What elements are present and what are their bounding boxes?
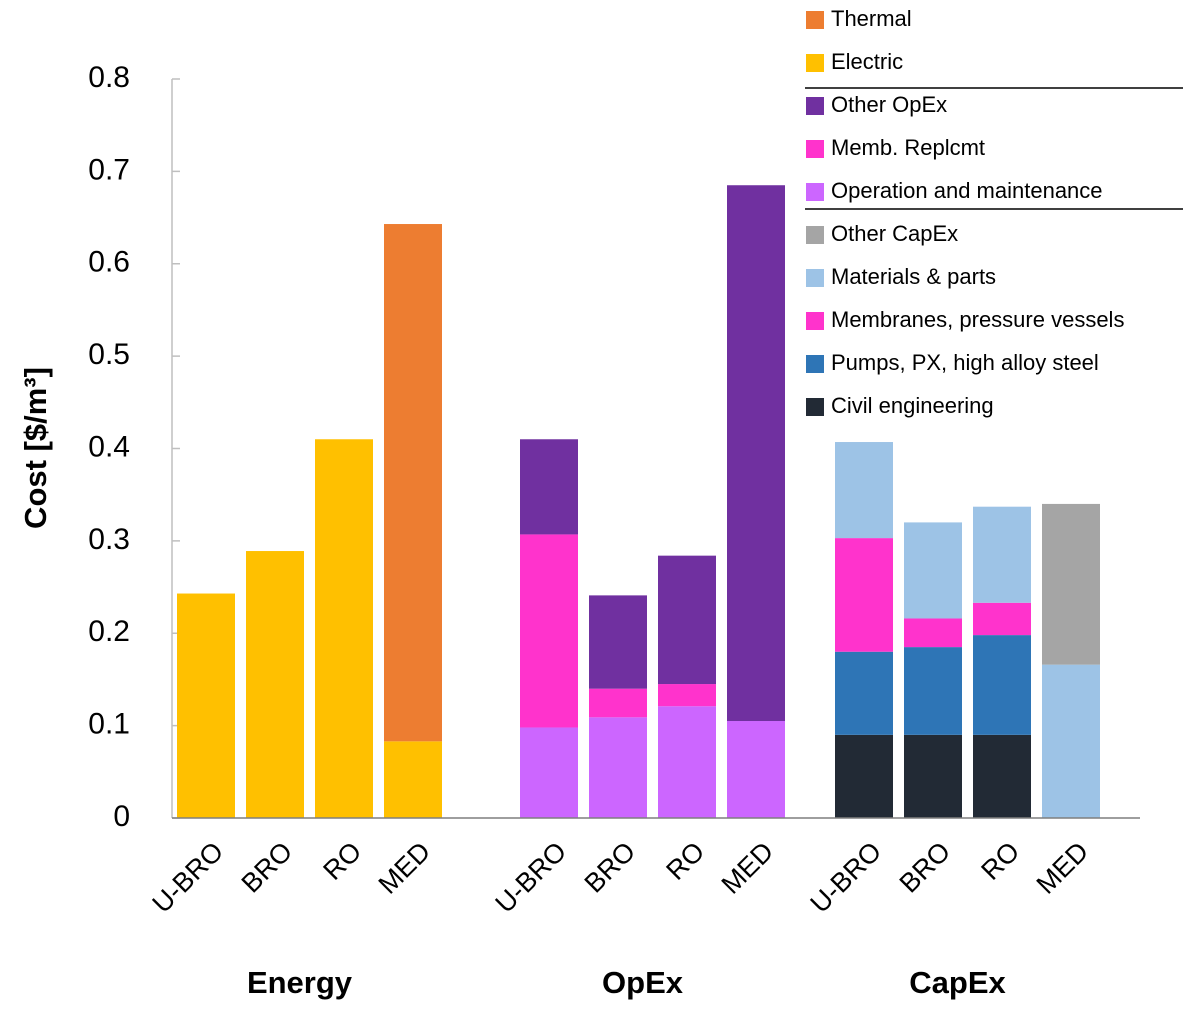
bar-segment — [1042, 503, 1100, 665]
bar-segment — [315, 439, 373, 818]
x-tick-label: U-BRO — [490, 836, 573, 919]
y-axis-label: Cost [$/m³] — [18, 367, 53, 529]
bar-segment — [904, 618, 962, 648]
y-tick-label: 0.8 — [88, 61, 130, 94]
x-tick-label: BRO — [894, 836, 957, 899]
legend-label: Electric — [831, 49, 903, 74]
bar-segment — [727, 721, 785, 818]
legend-swatch — [806, 226, 824, 244]
bar-segment — [589, 688, 647, 718]
x-tick-label: U-BRO — [147, 836, 230, 919]
legend-swatch — [806, 269, 824, 287]
x-tick-label: RO — [317, 836, 367, 886]
legend-label: Materials & parts — [831, 264, 996, 289]
bar-segment — [727, 185, 785, 722]
x-tick-label: MED — [716, 836, 780, 900]
legend-label: Civil engineering — [831, 393, 994, 418]
bar-segment — [246, 551, 304, 818]
bar-segment — [973, 734, 1031, 818]
legend-label: Operation and maintenance — [831, 178, 1103, 203]
legend-label: Other CapEx — [831, 221, 958, 246]
bar-segment — [835, 538, 893, 652]
legend-label: Membranes, pressure vessels — [831, 307, 1124, 332]
bar-segment — [973, 506, 1031, 603]
legend-swatch — [806, 312, 824, 330]
legend-swatch — [806, 54, 824, 72]
bar-segment — [658, 706, 716, 818]
legend-swatch — [806, 183, 824, 201]
legend-label: Memb. Replcmt — [831, 135, 985, 160]
bar-segment — [904, 734, 962, 818]
y-tick-label: 0 — [113, 800, 130, 833]
y-tick-label: 0.3 — [88, 523, 130, 556]
bar-segment — [904, 522, 962, 619]
group-label: Energy — [247, 965, 353, 1000]
bar-segment — [835, 442, 893, 539]
legend-swatch — [806, 398, 824, 416]
bar-segment — [589, 595, 647, 689]
bar-segment — [658, 555, 716, 685]
y-tick-label: 0.4 — [88, 430, 130, 463]
group-label: OpEx — [602, 965, 684, 1000]
y-tick-label: 0.2 — [88, 615, 130, 648]
legend-swatch — [806, 97, 824, 115]
y-tick-label: 0.6 — [88, 246, 130, 279]
bar-segment — [973, 635, 1031, 735]
bar-segment — [520, 439, 578, 535]
y-tick-label: 0.5 — [88, 338, 130, 371]
bar-segment — [973, 602, 1031, 636]
bar-segment — [177, 593, 235, 818]
legend-label: Other OpEx — [831, 92, 947, 117]
bar-segment — [384, 224, 442, 742]
x-tick-label: MED — [1031, 836, 1095, 900]
x-tick-label: MED — [373, 836, 437, 900]
bar-segment — [658, 684, 716, 707]
x-tick-label: RO — [975, 836, 1025, 886]
bar-segment — [384, 741, 442, 818]
bar-segment — [904, 647, 962, 735]
x-tick-label: BRO — [236, 836, 299, 899]
legend-label: Pumps, PX, high alloy steel — [831, 350, 1099, 375]
x-tick-label: U-BRO — [805, 836, 888, 919]
bar-segment — [835, 734, 893, 818]
bar-segment — [1042, 664, 1100, 818]
x-tick-label: BRO — [579, 836, 642, 899]
legend-label: Thermal — [831, 6, 912, 31]
legend-swatch — [806, 140, 824, 158]
group-label: CapEx — [909, 965, 1006, 1000]
legend-swatch — [806, 355, 824, 373]
bar-segment — [520, 727, 578, 818]
y-tick-label: 0.7 — [88, 153, 130, 186]
legend-swatch — [806, 11, 824, 29]
bar-segment — [520, 534, 578, 728]
bar-segment — [835, 651, 893, 735]
x-tick-label: RO — [660, 836, 710, 886]
y-tick-label: 0.1 — [88, 708, 130, 741]
bar-segment — [589, 717, 647, 818]
